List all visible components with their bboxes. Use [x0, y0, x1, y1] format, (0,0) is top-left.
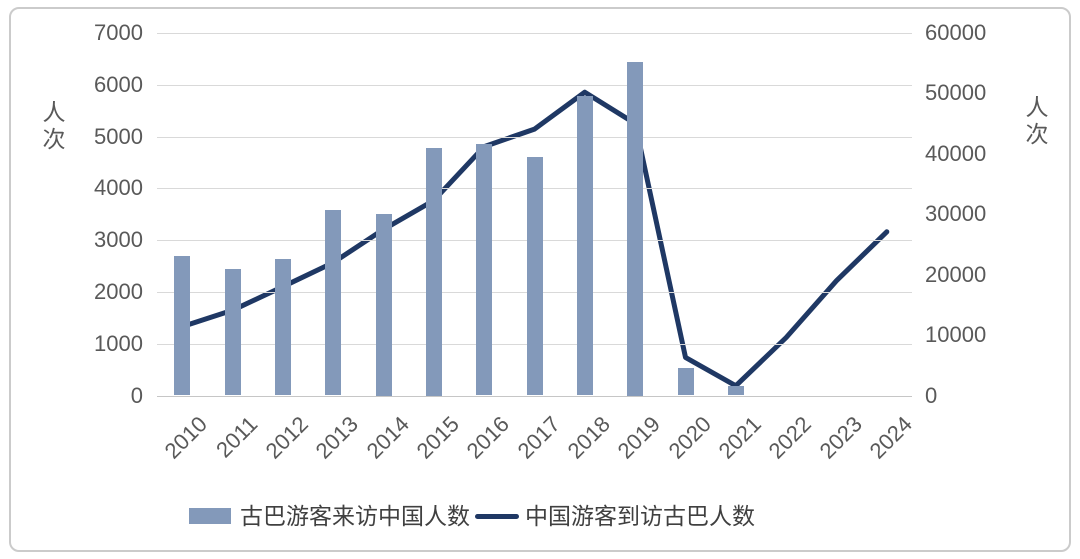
- bar-2010: [174, 255, 191, 396]
- gridline-5000: [157, 136, 912, 138]
- gridline-0: [157, 395, 912, 397]
- x-axis-label-2022: 2022: [763, 411, 817, 464]
- bar-2011: [224, 268, 241, 396]
- x-axis-label-2020: 2020: [663, 411, 716, 464]
- bar-2018: [576, 96, 593, 396]
- x-axis-label-2012: 2012: [260, 411, 313, 464]
- x-axis-label-2018: 2018: [562, 411, 615, 464]
- bar-2021: [727, 386, 744, 396]
- right-axis-tick-40000: 40000: [925, 140, 987, 166]
- bar-2015: [425, 148, 442, 396]
- bar-2017: [526, 156, 543, 396]
- right-axis-title: 人次: [1022, 95, 1048, 149]
- legend-line-label: 中国游客到访古巴人数: [525, 503, 755, 529]
- left-axis-title: 人次: [39, 100, 65, 154]
- x-axis-label-2011: 2011: [211, 411, 263, 463]
- left-axis-tick-3000: 3000: [94, 227, 143, 253]
- right-axis-tick-50000: 50000: [925, 80, 987, 106]
- legend-bar-label: 古巴游客来访中国人数: [240, 503, 470, 529]
- bar-2016: [476, 143, 493, 396]
- left-axis-tick-0: 0: [130, 382, 143, 408]
- x-axis-label-2013: 2013: [310, 411, 364, 464]
- left-axis-tick-4000: 4000: [94, 175, 143, 201]
- left-axis-tick-7000: 7000: [94, 20, 143, 45]
- right-axis-tick-30000: 30000: [925, 201, 987, 227]
- x-axis-label-2021: 2021: [713, 411, 766, 464]
- x-axis-label-2023: 2023: [814, 411, 867, 464]
- right-axis-tick-10000: 10000: [925, 322, 987, 348]
- x-axis-label-2016: 2016: [461, 411, 515, 464]
- left-axis-tick-6000: 6000: [94, 71, 143, 97]
- legend-bar-swatch: [189, 508, 231, 524]
- legend: 古巴游客来访中国人数 中国游客到访古巴人数: [0, 502, 1012, 530]
- bar-2013: [325, 209, 342, 396]
- bar-2019: [627, 62, 644, 396]
- bar-2020: [677, 368, 694, 396]
- left-axis-tick-1000: 1000: [94, 330, 143, 356]
- bar-2014: [375, 214, 392, 396]
- bar-2012: [274, 258, 291, 396]
- x-axis-label-2015: 2015: [411, 411, 464, 464]
- gridline-7000: [157, 33, 912, 34]
- x-axis-label-2019: 2019: [612, 411, 666, 464]
- left-axis-tick-2000: 2000: [94, 278, 143, 304]
- left-axis-tick-5000: 5000: [94, 123, 143, 149]
- right-axis-tick-60000: 60000: [925, 20, 987, 45]
- x-axis-label-2017: 2017: [512, 411, 565, 464]
- x-axis-label-2024: 2024: [864, 411, 917, 464]
- x-axis-label-2014: 2014: [361, 411, 414, 464]
- legend-line-swatch: [475, 513, 519, 519]
- x-axis-label-2010: 2010: [159, 411, 213, 464]
- right-axis-tick-20000: 20000: [925, 261, 987, 287]
- right-axis-tick-0: 0: [925, 382, 938, 408]
- gridline-6000: [157, 84, 912, 86]
